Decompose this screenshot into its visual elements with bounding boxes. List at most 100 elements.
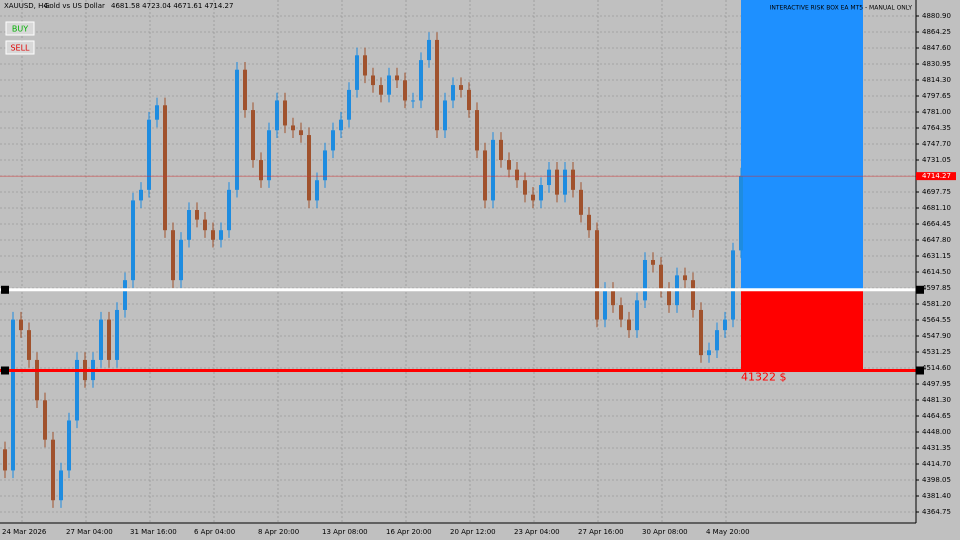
price-label: 4431.35 <box>922 444 951 452</box>
candle-body <box>683 275 687 281</box>
price-label: 4747.70 <box>922 140 951 148</box>
price-label: 4564.55 <box>922 316 951 324</box>
candle-body <box>411 100 415 102</box>
candle-body <box>283 100 287 126</box>
candle-body <box>611 289 615 306</box>
candle-body <box>563 169 567 195</box>
candle-body <box>363 55 367 76</box>
candle-body <box>11 319 15 471</box>
candle-body <box>163 105 167 231</box>
candle-body <box>179 239 183 281</box>
stop-handle[interactable] <box>1 366 9 375</box>
candle-body <box>699 309 703 356</box>
candle-body <box>299 130 303 136</box>
sell-label[interactable]: SELL <box>10 44 30 53</box>
candle-body <box>267 130 271 181</box>
candle-body <box>379 85 383 95</box>
entry-handle[interactable] <box>1 285 9 294</box>
price-label: 4464.65 <box>922 412 951 420</box>
price-label: 4364.75 <box>922 508 951 516</box>
sell-button[interactable] <box>5 40 35 55</box>
time-label: 4 May 20:00 <box>706 528 750 536</box>
candle-body <box>315 180 319 201</box>
candle-body <box>187 210 191 240</box>
stop-handle[interactable] <box>916 366 924 375</box>
candle-body <box>691 280 695 310</box>
candle-body <box>651 259 655 265</box>
description: Gold vs US Dollar <box>44 2 105 10</box>
candle-body <box>635 300 639 331</box>
candle-body <box>731 250 735 320</box>
candle-body <box>499 139 503 161</box>
price-label: 4797.65 <box>922 92 951 100</box>
candle-body <box>123 280 127 310</box>
candle-body <box>667 289 671 306</box>
time-label: 27 Apr 16:00 <box>578 528 624 536</box>
price-label: 4731.05 <box>922 156 951 164</box>
candle-body <box>203 219 207 231</box>
current-price-label: 4714.27 <box>922 172 951 180</box>
candle-body <box>507 160 511 170</box>
candle-body <box>139 189 143 201</box>
candle-body <box>659 264 663 290</box>
candle-body <box>227 189 231 231</box>
candle-body <box>43 400 47 440</box>
candle-body <box>251 110 255 161</box>
candle-body <box>147 119 151 190</box>
candle-body <box>3 449 7 471</box>
candle-body <box>443 100 447 131</box>
time-label: 30 Apr 08:00 <box>642 528 688 536</box>
risk-amount: 41322 $ <box>741 370 787 383</box>
candle-body <box>475 110 479 151</box>
price-axis <box>916 0 960 540</box>
candle-body <box>619 305 623 320</box>
time-label: 24 Mar 2026 <box>2 528 47 536</box>
candle-body <box>723 319 727 331</box>
candle-body <box>643 259 647 301</box>
price-label: 4830.95 <box>922 60 951 68</box>
time-label: 13 Apr 08:00 <box>322 528 368 536</box>
candle-body <box>491 139 495 201</box>
buy-button[interactable] <box>5 21 35 36</box>
candle-body <box>419 60 423 101</box>
candle-body <box>99 319 103 360</box>
time-label: 27 Mar 04:00 <box>66 528 113 536</box>
candle-body <box>339 119 343 131</box>
price-label: 4514.60 <box>922 364 951 372</box>
candle-body <box>627 319 631 331</box>
candle-body <box>403 80 407 101</box>
candle-body <box>579 189 583 215</box>
candle-body <box>523 180 527 195</box>
symbol: XAUUSD, H4: <box>4 2 50 10</box>
buy-label[interactable]: BUY <box>12 25 28 34</box>
candle-body <box>259 160 263 181</box>
price-label: 4697.75 <box>922 188 951 196</box>
candle-body <box>459 85 463 90</box>
candle-body <box>323 150 327 181</box>
candle-body <box>235 69 239 190</box>
candle-body <box>75 359 79 421</box>
price-label: 4764.35 <box>922 124 951 132</box>
candle-body <box>27 330 31 360</box>
candle-body <box>707 350 711 356</box>
candle-body <box>219 230 223 240</box>
candle-body <box>211 230 215 240</box>
candle-body <box>483 150 487 201</box>
time-label: 8 Apr 20:00 <box>258 528 299 536</box>
candle-body <box>19 319 23 331</box>
candle-body <box>155 105 159 120</box>
price-label: 4664.45 <box>922 220 951 228</box>
candle-body <box>571 169 575 190</box>
candle-body <box>715 330 719 351</box>
price-label: 4398.05 <box>922 476 951 484</box>
candle-body <box>67 420 71 471</box>
candle-body <box>243 69 247 111</box>
entry-handle[interactable] <box>916 285 924 294</box>
time-label: 31 Mar 16:00 <box>130 528 177 536</box>
candle-body <box>539 185 543 201</box>
candle-body <box>387 75 391 95</box>
ohlc: 4681.58 4723.04 4671.61 4714.27 <box>111 2 233 10</box>
price-label: 4581.20 <box>922 300 951 308</box>
candle-body <box>291 125 295 131</box>
